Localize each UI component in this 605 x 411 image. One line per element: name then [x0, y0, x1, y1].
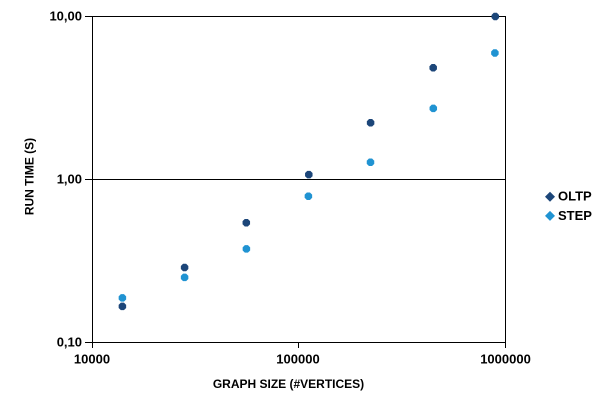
svg-text:10,00: 10,00: [49, 8, 82, 23]
svg-text:RUN TIME (S): RUN TIME (S): [22, 138, 36, 215]
svg-text:100000: 100000: [276, 351, 319, 366]
svg-text:1000000: 1000000: [480, 351, 531, 366]
svg-text:0,10: 0,10: [57, 334, 82, 349]
svg-text:OLTP: OLTP: [558, 189, 592, 204]
svg-text:1,00: 1,00: [57, 171, 82, 186]
svg-text:GRAPH SIZE (#VERTICES): GRAPH SIZE (#VERTICES): [213, 377, 364, 391]
svg-text:10000: 10000: [74, 351, 110, 366]
svg-text:STEP: STEP: [558, 208, 592, 223]
